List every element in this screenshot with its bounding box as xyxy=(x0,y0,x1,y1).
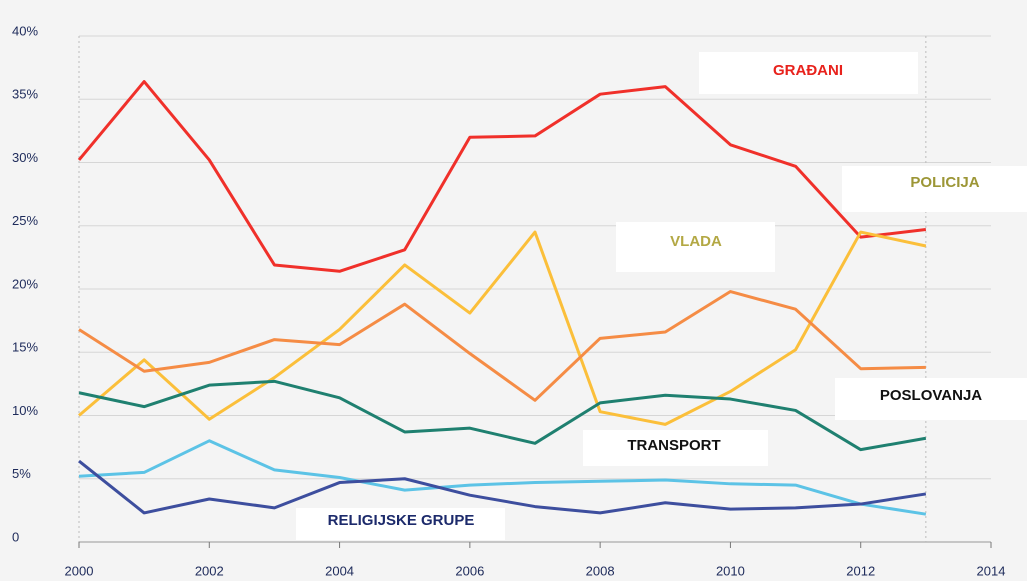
label-box xyxy=(835,378,1027,420)
label-box xyxy=(583,430,768,466)
y-tick-label: 35% xyxy=(12,87,38,102)
x-tick-label: 2012 xyxy=(846,563,875,578)
label-box xyxy=(699,52,918,94)
x-tick-label: 2010 xyxy=(716,563,745,578)
label-box xyxy=(842,166,1027,212)
y-tick-label: 5% xyxy=(12,466,31,481)
x-tick-label: 2002 xyxy=(195,563,224,578)
series-line xyxy=(78,379,927,452)
y-tick-label: 25% xyxy=(12,213,38,228)
y-tick-label: 0 xyxy=(12,529,19,544)
series-label: POSLOVANJA xyxy=(880,387,982,404)
series-line xyxy=(78,290,926,402)
label-box xyxy=(296,508,505,540)
series-line xyxy=(78,459,927,515)
y-tick-label: 20% xyxy=(12,276,38,291)
y-tick-label: 30% xyxy=(12,150,38,165)
series-line xyxy=(78,439,927,516)
x-tick-label: 2008 xyxy=(586,563,615,578)
series-line xyxy=(77,80,927,273)
series-label: GRAĐANI xyxy=(773,62,843,79)
y-tick-label: 15% xyxy=(12,340,38,355)
x-tick-label: 2004 xyxy=(325,563,354,578)
x-tick-label: 2014 xyxy=(977,563,1006,578)
label-box xyxy=(616,222,775,272)
y-tick-label: 10% xyxy=(12,403,38,418)
series-label: TRANSPORT xyxy=(627,437,720,454)
series-label: VLADA xyxy=(670,233,722,250)
series-line xyxy=(78,230,927,426)
y-tick-label: 40% xyxy=(12,23,38,38)
series-label: POLICIJA xyxy=(910,174,979,191)
x-tick-label: 2000 xyxy=(65,563,94,578)
series-label: RELIGIJSKE GRUPE xyxy=(328,512,475,529)
x-tick-label: 2006 xyxy=(455,563,484,578)
